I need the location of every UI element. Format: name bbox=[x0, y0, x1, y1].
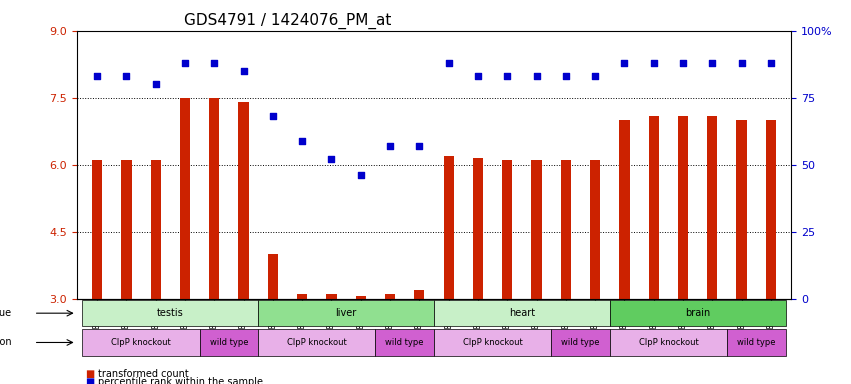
FancyBboxPatch shape bbox=[200, 329, 258, 356]
Text: genotype/variation: genotype/variation bbox=[0, 338, 12, 348]
Bar bbox=[531, 160, 542, 298]
Text: ClpP knockout: ClpP knockout bbox=[463, 338, 523, 347]
Point bbox=[354, 172, 368, 179]
Point bbox=[559, 73, 573, 79]
FancyBboxPatch shape bbox=[83, 329, 200, 356]
Text: wild type: wild type bbox=[386, 338, 424, 347]
FancyBboxPatch shape bbox=[434, 300, 610, 326]
Bar bbox=[326, 294, 337, 298]
Text: ■: ■ bbox=[85, 377, 94, 384]
Bar bbox=[648, 116, 659, 298]
Point bbox=[149, 81, 163, 87]
FancyBboxPatch shape bbox=[551, 329, 610, 356]
Bar bbox=[180, 98, 190, 298]
FancyBboxPatch shape bbox=[434, 329, 551, 356]
Point bbox=[705, 60, 719, 66]
Bar bbox=[678, 116, 688, 298]
Text: wild type: wild type bbox=[209, 338, 248, 347]
Bar bbox=[268, 254, 278, 298]
Point bbox=[295, 137, 309, 144]
Point bbox=[500, 73, 514, 79]
Point bbox=[325, 156, 339, 162]
Bar bbox=[209, 98, 220, 298]
Bar bbox=[590, 160, 600, 298]
Bar bbox=[92, 160, 102, 298]
Text: ClpP knockout: ClpP knockout bbox=[287, 338, 346, 347]
Text: wild type: wild type bbox=[562, 338, 600, 347]
Point bbox=[677, 60, 690, 66]
Point bbox=[588, 73, 602, 79]
Text: GDS4791 / 1424076_PM_at: GDS4791 / 1424076_PM_at bbox=[184, 13, 391, 29]
Bar bbox=[238, 102, 248, 298]
Text: tissue: tissue bbox=[0, 308, 12, 318]
Text: wild type: wild type bbox=[737, 338, 775, 347]
FancyBboxPatch shape bbox=[727, 329, 785, 356]
Bar bbox=[297, 294, 307, 298]
Text: ClpP knockout: ClpP knockout bbox=[638, 338, 699, 347]
Bar bbox=[121, 160, 132, 298]
Bar bbox=[620, 120, 630, 298]
Text: transformed count: transformed count bbox=[98, 369, 189, 379]
Point bbox=[764, 60, 778, 66]
Text: ClpP knockout: ClpP knockout bbox=[111, 338, 171, 347]
Text: testis: testis bbox=[157, 308, 184, 318]
FancyBboxPatch shape bbox=[610, 300, 785, 326]
Point bbox=[618, 60, 631, 66]
Text: brain: brain bbox=[685, 308, 711, 318]
Bar bbox=[766, 120, 776, 298]
Point bbox=[208, 60, 221, 66]
Bar bbox=[443, 156, 454, 298]
FancyBboxPatch shape bbox=[258, 329, 375, 356]
FancyBboxPatch shape bbox=[610, 329, 727, 356]
FancyBboxPatch shape bbox=[375, 329, 434, 356]
Point bbox=[237, 68, 250, 74]
Point bbox=[471, 73, 485, 79]
Point bbox=[442, 60, 455, 66]
Point bbox=[90, 73, 104, 79]
FancyBboxPatch shape bbox=[83, 300, 258, 326]
Text: ■: ■ bbox=[85, 369, 94, 379]
Bar bbox=[736, 120, 747, 298]
Point bbox=[383, 143, 397, 149]
Text: liver: liver bbox=[335, 308, 357, 318]
Bar bbox=[414, 290, 425, 298]
Point bbox=[413, 143, 426, 149]
Text: percentile rank within the sample: percentile rank within the sample bbox=[98, 377, 263, 384]
Bar bbox=[356, 296, 366, 298]
Point bbox=[178, 60, 191, 66]
Point bbox=[734, 60, 748, 66]
Bar bbox=[473, 158, 483, 298]
Bar bbox=[151, 160, 161, 298]
Text: heart: heart bbox=[509, 308, 535, 318]
Point bbox=[266, 113, 280, 119]
Bar bbox=[502, 160, 512, 298]
Bar bbox=[561, 160, 571, 298]
Bar bbox=[385, 294, 395, 298]
Bar bbox=[707, 116, 717, 298]
Point bbox=[529, 73, 543, 79]
Point bbox=[120, 73, 134, 79]
FancyBboxPatch shape bbox=[258, 300, 434, 326]
Point bbox=[647, 60, 660, 66]
